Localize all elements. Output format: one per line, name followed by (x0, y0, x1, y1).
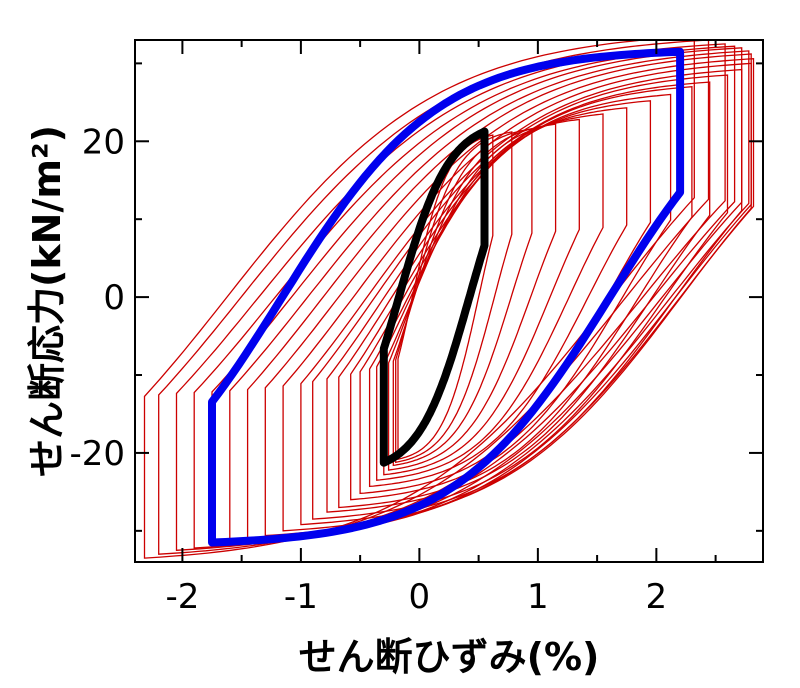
red-loop-2 (158, 40, 710, 555)
x-tick-label: 2 (646, 577, 668, 617)
x-tick-label: 1 (527, 577, 549, 617)
red-loop-18 (383, 118, 580, 476)
red-loop-series (143, 40, 755, 559)
x-tick-label: -2 (165, 577, 199, 617)
red-loop-19 (387, 123, 557, 471)
red-loop-20 (392, 128, 533, 467)
red-loop-16 (368, 107, 628, 488)
blue-loop (208, 47, 685, 547)
red-loop-22 (397, 134, 494, 461)
x-tick-label: -1 (284, 577, 318, 617)
blue-loop-series (208, 47, 685, 547)
red-loop-17 (376, 113, 604, 481)
x-tick-label: 0 (409, 577, 431, 617)
plot-frame (134, 39, 764, 563)
y-axis-title: せん断応力(kN/m²) (25, 125, 69, 477)
x-axis-title: せん断ひずみ(%) (299, 635, 600, 679)
black-loop-series (379, 127, 489, 467)
red-loop-8 (264, 58, 755, 537)
axis-ticks: -2 -1 0 1 2 -20 0 20 (69, 40, 763, 617)
black-loop (379, 127, 489, 467)
y-tick-label: 20 (82, 122, 125, 162)
red-loop-11 (312, 74, 729, 520)
red-loop-21 (395, 131, 513, 464)
y-tick-label: -20 (69, 434, 125, 474)
red-loop-10 (300, 68, 743, 526)
y-tick-label: 0 (103, 278, 125, 318)
